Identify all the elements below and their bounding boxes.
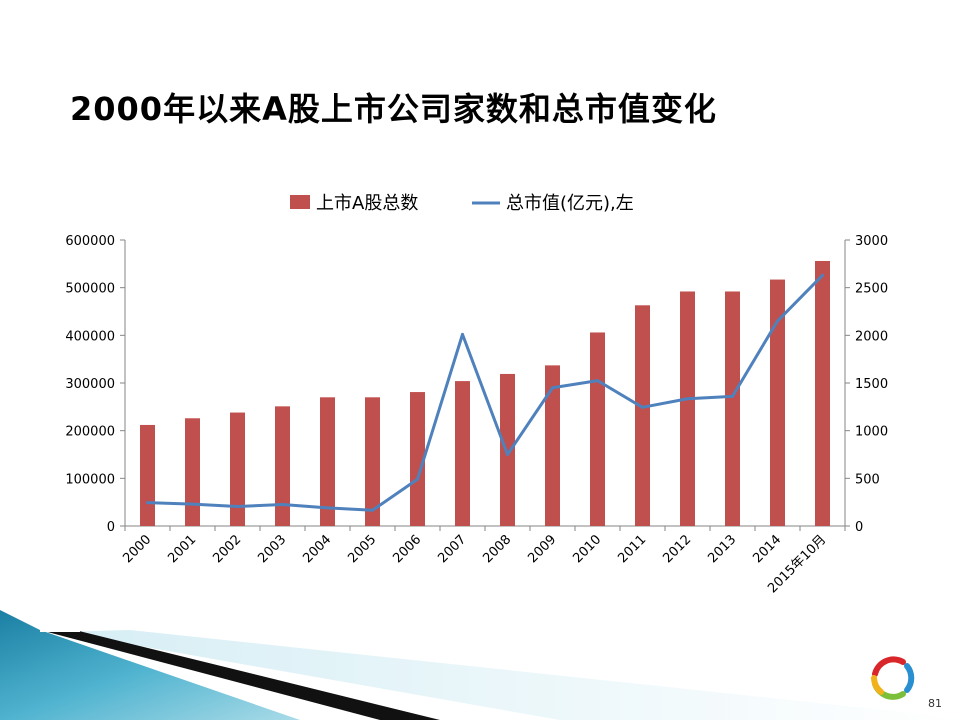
bar xyxy=(545,365,560,526)
x-tick-label: 2000 xyxy=(120,532,154,566)
bar xyxy=(590,332,605,526)
line-point xyxy=(776,319,779,323)
x-tick-label: 2014 xyxy=(750,532,784,566)
line-point xyxy=(191,502,194,506)
line-point xyxy=(461,332,464,336)
x-tick-label: 2013 xyxy=(705,532,739,566)
decor-white-gap xyxy=(40,628,80,632)
y-left-tick-label: 500000 xyxy=(65,282,115,297)
line-point xyxy=(731,394,734,398)
bar xyxy=(455,381,470,526)
line-point xyxy=(416,477,419,481)
line-point xyxy=(236,504,239,508)
bar xyxy=(635,305,650,526)
x-tick-label: 2004 xyxy=(300,532,334,566)
bar xyxy=(500,373,515,526)
y-right-tick-label: 1000 xyxy=(855,425,888,440)
bar xyxy=(365,397,380,526)
bar xyxy=(410,392,425,526)
y-right-tick-label: 500 xyxy=(855,472,880,487)
y-right-tick-label: 2000 xyxy=(855,329,888,344)
bar xyxy=(275,406,290,526)
legend-label-line: 总市值(亿元),左 xyxy=(506,193,634,214)
y-left-tick-label: 100000 xyxy=(65,472,115,487)
line-point xyxy=(281,503,284,507)
line-point xyxy=(641,405,644,409)
bar xyxy=(140,424,155,526)
legend-swatch-bars xyxy=(290,195,310,209)
decor-teal-wave xyxy=(0,610,300,720)
x-tick-label: 2007 xyxy=(435,532,469,566)
decor-black-stripe xyxy=(40,630,440,720)
y-left-tick-label: 600000 xyxy=(65,234,115,249)
line-point xyxy=(326,506,329,510)
line-point xyxy=(596,379,599,383)
y-right-tick-label: 2500 xyxy=(855,282,888,297)
x-tick-label: 2001 xyxy=(165,532,199,566)
line-point xyxy=(371,508,374,512)
bar xyxy=(185,418,200,526)
bar xyxy=(725,291,740,526)
y-right-tick-label: 0 xyxy=(855,520,863,535)
x-tick-label: 2010 xyxy=(570,532,604,566)
y-left-tick-label: 300000 xyxy=(65,377,115,392)
y-left-tick-label: 0 xyxy=(107,520,115,535)
line-point xyxy=(686,397,689,401)
x-tick-label: 2011 xyxy=(615,532,649,566)
line-point xyxy=(821,273,824,277)
bar xyxy=(320,397,335,526)
line-point xyxy=(146,501,149,505)
logo-icon xyxy=(871,656,915,700)
x-tick-label: 2002 xyxy=(210,532,244,566)
x-tick-label: 2012 xyxy=(660,532,694,566)
decor-pale-band xyxy=(60,630,960,720)
line-point xyxy=(551,386,554,390)
page-number: 81 xyxy=(928,697,942,710)
line-point xyxy=(506,453,509,456)
series-line xyxy=(147,274,824,512)
bar xyxy=(230,412,245,526)
bar xyxy=(770,279,785,526)
bar xyxy=(680,291,695,526)
x-tick-label: 2005 xyxy=(345,532,379,566)
y-left-tick-label: 400000 xyxy=(65,329,115,344)
x-tick-label: 2009 xyxy=(525,532,559,566)
legend-label-bars: 上市A股总数 xyxy=(316,193,418,214)
x-tick-label: 2008 xyxy=(480,532,514,566)
y-right-tick-label: 3000 xyxy=(855,234,888,249)
slide-title: 2000年以来A股上市公司家数和总市值变化 xyxy=(70,90,717,128)
x-tick-label: 2006 xyxy=(390,532,424,566)
bar xyxy=(815,260,830,526)
x-tick-label: 2003 xyxy=(255,532,289,566)
y-left-tick-label: 200000 xyxy=(65,425,115,440)
y-right-tick-label: 1500 xyxy=(855,377,888,392)
